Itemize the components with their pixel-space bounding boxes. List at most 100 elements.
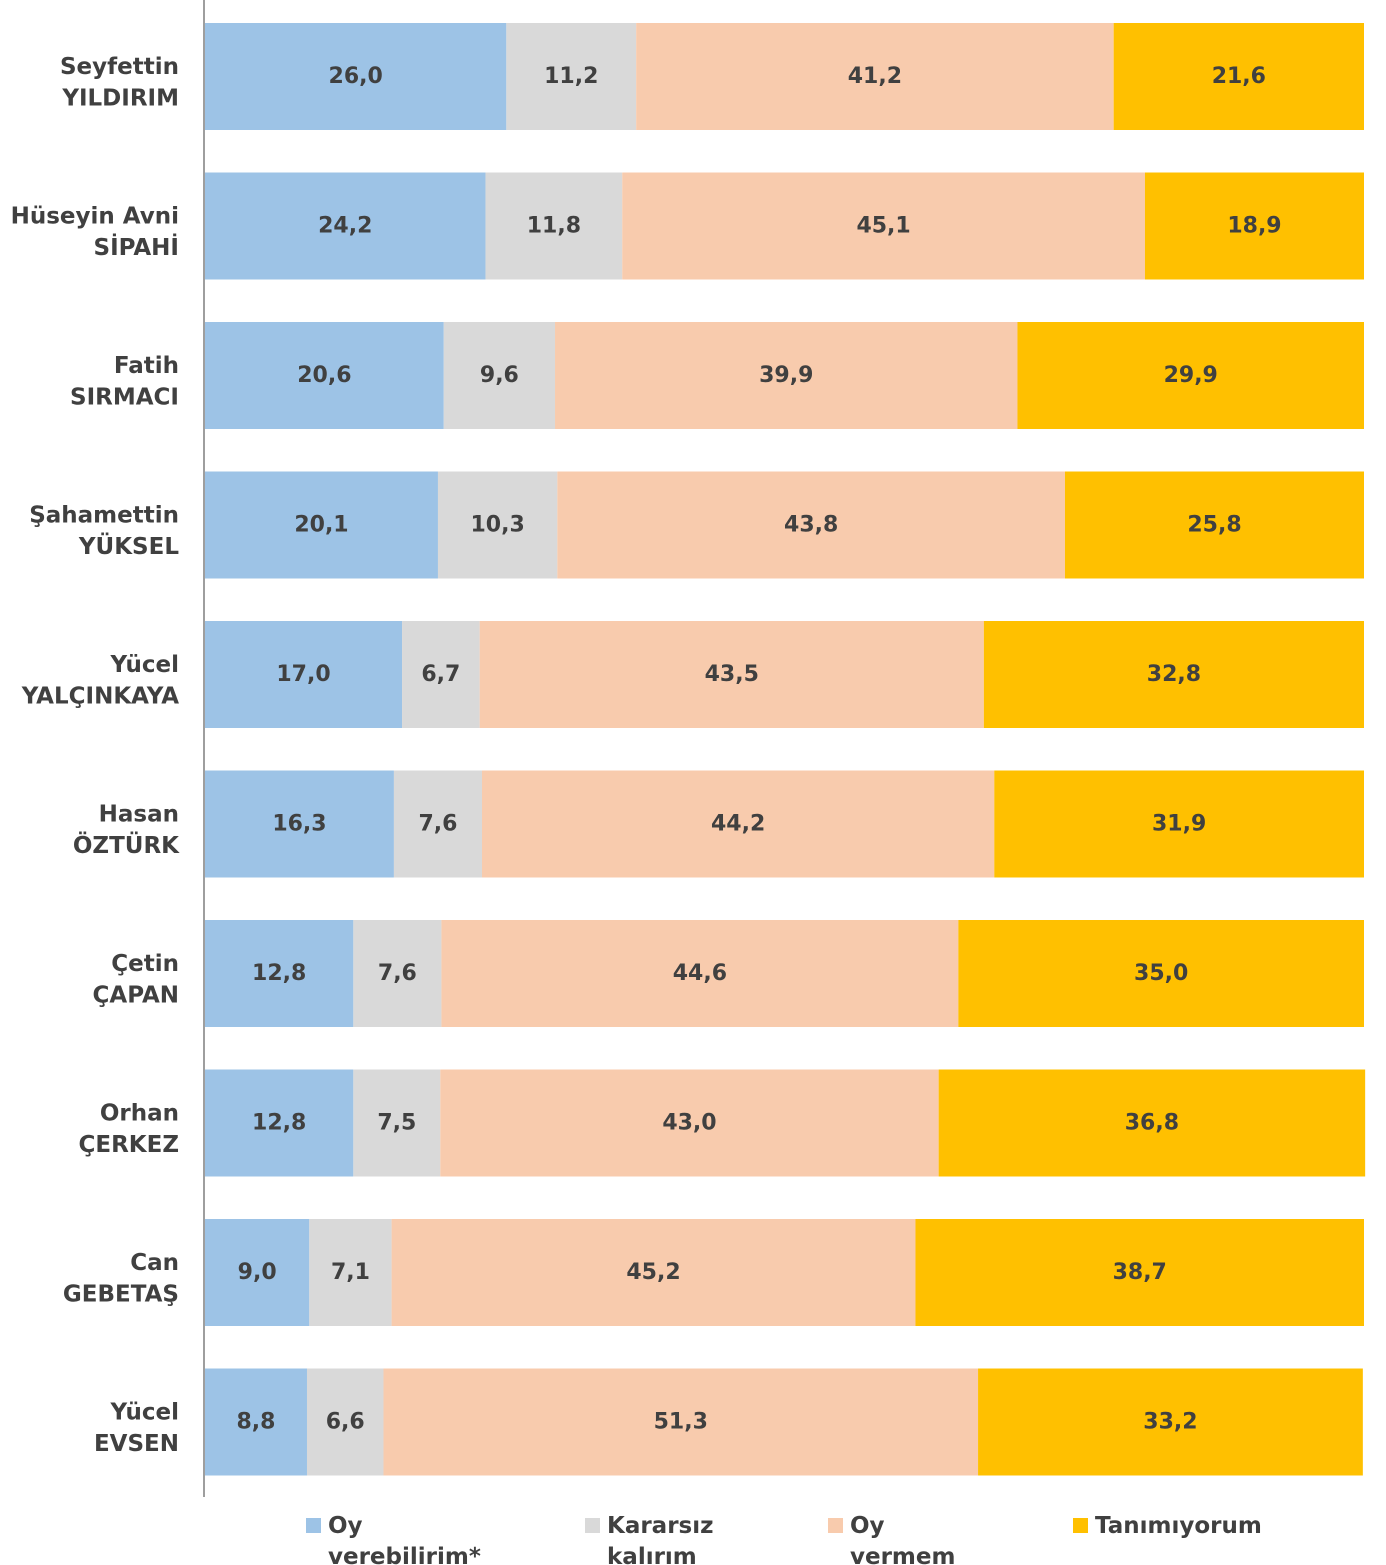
legend-label-line: kalırım: [607, 1544, 697, 1565]
bar-segment: [479, 621, 984, 728]
category-label-line: Şahamettin: [29, 503, 179, 529]
category-label-line: YILDIRIM: [61, 85, 179, 111]
bar-segment: [205, 322, 444, 429]
data-label: 12,8: [252, 961, 306, 986]
bars-group: [205, 23, 1366, 1476]
bar-segment: [205, 1069, 354, 1177]
data-label: 43,5: [705, 662, 759, 687]
data-label: 11,2: [544, 64, 598, 89]
data-label: 38,7: [1113, 1260, 1167, 1285]
data-label: 43,0: [662, 1111, 716, 1136]
bar-segment: [506, 23, 637, 130]
category-label-line: Seyfettin: [60, 54, 179, 80]
category-label-line: Orhan: [100, 1101, 179, 1127]
bar-segment: [915, 1219, 1364, 1326]
data-label: 44,6: [673, 961, 727, 986]
bar-segment: [205, 172, 486, 280]
legend-label: Oy verebilirim*: [328, 1513, 481, 1565]
legend-label: Kararsız kalırım: [607, 1513, 714, 1565]
bar-segment: [440, 1069, 939, 1177]
data-label: 29,9: [1164, 363, 1218, 388]
bar-segment: [443, 322, 556, 429]
bar-segment: [938, 1069, 1366, 1177]
category-label: Hüseyin Avni SİPAHİ: [11, 204, 179, 261]
bar-segment: [485, 172, 623, 280]
category-label-line: Fatih: [114, 353, 179, 379]
bar-segment: [205, 621, 403, 728]
category-label: Fatih SIRMACI: [70, 353, 179, 410]
bar-segment: [636, 23, 1114, 130]
data-label: 44,2: [711, 812, 765, 837]
bar-segment: [557, 471, 1065, 579]
data-label: 18,9: [1227, 214, 1281, 239]
legend-label: Oy vermem: [850, 1513, 955, 1565]
category-label-line: YALÇINKAYA: [21, 683, 179, 709]
data-label: 43,8: [784, 513, 838, 538]
data-label: 8,8: [237, 1410, 276, 1435]
data-label: 20,6: [297, 363, 351, 388]
category-label-line: SIRMACI: [70, 384, 179, 410]
category-label-line: ÇAPAN: [93, 982, 179, 1008]
data-label: 32,8: [1147, 662, 1201, 687]
bar-segment: [309, 1219, 392, 1326]
legend-label-line: Oy: [850, 1513, 885, 1539]
category-label-line: EVSEN: [94, 1431, 179, 1457]
data-label: 11,8: [527, 214, 581, 239]
category-label-line: YÜKSEL: [78, 532, 179, 560]
bar-segment: [622, 172, 1145, 280]
legend: Oy verebilirim* Kararsız kalırım Oy vermem Tan…: [306, 1513, 1262, 1565]
data-label: 45,2: [626, 1260, 680, 1285]
bar-segment: [978, 1368, 1363, 1476]
bar-segment: [1113, 23, 1364, 130]
bar-segment: [994, 770, 1364, 878]
bar-segment: [383, 1368, 979, 1476]
category-label-line: Can: [130, 1250, 179, 1276]
bar-segment: [205, 23, 507, 130]
data-label: 35,0: [1134, 961, 1188, 986]
legend-swatch: [828, 1518, 843, 1533]
category-label-line: Çetin: [111, 951, 179, 977]
data-label: 33,2: [1143, 1410, 1197, 1435]
legend-swatch: [585, 1518, 600, 1533]
category-label-line: Hasan: [99, 802, 179, 828]
category-label: Can GEBETAŞ: [63, 1250, 179, 1307]
legend-swatch: [306, 1518, 321, 1533]
bar-segment: [353, 920, 442, 1027]
data-label: 6,7: [421, 662, 460, 687]
category-label-line: Hüseyin Avni: [11, 204, 179, 230]
legend-label-line: vermem: [850, 1544, 955, 1565]
bar-segment: [205, 920, 354, 1027]
category-label-line: GEBETAŞ: [63, 1281, 179, 1307]
bar-segment: [958, 920, 1364, 1027]
legend-label-line: verebilirim*: [328, 1544, 481, 1565]
value-labels-group: 26,0 11,2 41,2 21,6 24,2 11,8 45,1 18,9 20,6 9,6 3…: [237, 64, 1282, 1435]
category-label: Çetin ÇAPAN: [93, 951, 179, 1008]
data-label: 7,6: [378, 961, 417, 986]
data-label: 12,8: [252, 1111, 306, 1136]
bar-segment: [353, 1069, 441, 1177]
bar-segment: [205, 1219, 310, 1326]
bar-segment: [983, 621, 1364, 728]
data-label: 7,6: [418, 812, 457, 837]
data-label: 31,9: [1152, 812, 1206, 837]
data-label: 51,3: [654, 1410, 708, 1435]
data-label: 21,6: [1212, 64, 1266, 89]
data-label: 7,5: [377, 1111, 416, 1136]
data-label: 39,9: [759, 363, 813, 388]
data-label: 10,3: [471, 513, 525, 538]
bar-segment: [205, 471, 438, 579]
bar-segment: [555, 322, 1018, 429]
bar-segment: [1017, 322, 1364, 429]
category-label-line: Yücel: [110, 1400, 179, 1426]
category-label: Yücel YALÇINKAYA: [21, 652, 179, 709]
data-label: 20,1: [294, 513, 348, 538]
category-label: Seyfettin YILDIRIM: [60, 54, 179, 111]
bar-segment: [441, 920, 959, 1027]
category-label-line: Yücel: [110, 652, 179, 678]
category-labels-group: Seyfettin YILDIRIM Hüseyin Avni SİPAHİ Fatih…: [11, 54, 181, 1457]
bar-segment: [205, 1368, 307, 1476]
bar-segment: [482, 770, 995, 878]
legend-swatch: [1073, 1518, 1088, 1533]
data-label: 45,1: [856, 214, 910, 239]
